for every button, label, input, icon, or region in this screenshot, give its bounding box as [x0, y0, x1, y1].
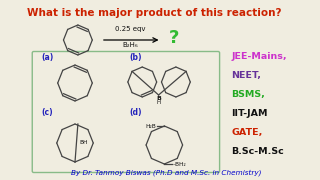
FancyBboxPatch shape	[32, 51, 220, 172]
Text: 0.25 eqv: 0.25 eqv	[116, 26, 146, 32]
Text: JEE-Mains,: JEE-Mains,	[232, 52, 287, 61]
Text: B: B	[156, 96, 161, 101]
Text: ?: ?	[169, 29, 179, 47]
Text: IIT-JAM: IIT-JAM	[232, 109, 268, 118]
Text: (a): (a)	[41, 53, 54, 62]
Text: By Dr. Tanmoy Biswas (Ph.D and M.Sc. in Chemistry): By Dr. Tanmoy Biswas (Ph.D and M.Sc. in …	[71, 169, 261, 176]
Text: (b): (b)	[130, 53, 142, 62]
Text: B₂H₆: B₂H₆	[123, 42, 139, 48]
Text: BSMS,: BSMS,	[232, 90, 266, 99]
Text: NEET,: NEET,	[232, 71, 262, 80]
Text: BH: BH	[80, 140, 88, 145]
Text: (d): (d)	[130, 108, 142, 117]
Text: H₂B: H₂B	[145, 123, 156, 129]
Text: What is the major product of this reaction?: What is the major product of this reacti…	[28, 8, 282, 18]
Text: (c): (c)	[41, 108, 53, 117]
Text: H: H	[156, 100, 161, 105]
Text: –BH₂: –BH₂	[173, 161, 187, 166]
Text: GATE,: GATE,	[232, 128, 263, 137]
Text: B.Sc-M.Sc: B.Sc-M.Sc	[232, 147, 284, 156]
